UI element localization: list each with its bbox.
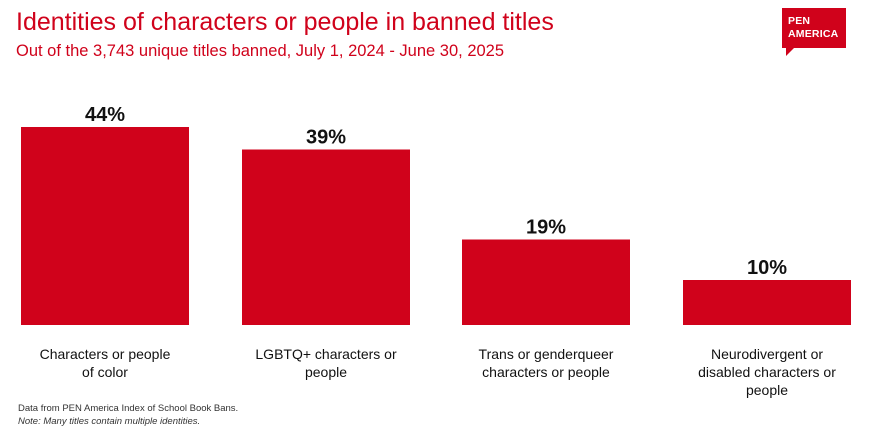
page-title: Identities of characters or people in ba… — [16, 8, 554, 36]
source-note: Data from PEN America Index of School Bo… — [18, 403, 239, 414]
category-label-line: of color — [82, 364, 128, 380]
bar-4 — [683, 280, 851, 325]
footnote: Data from PEN America Index of School Bo… — [18, 402, 238, 428]
category-label-2: LGBTQ+ characters or people — [255, 346, 397, 380]
value-label-4: 10% — [747, 257, 787, 279]
category-label-line: Trans or genderqueer — [479, 346, 614, 362]
bar-3 — [462, 239, 630, 325]
category-label-line: characters or people — [482, 364, 610, 380]
category-label-4: Neurodivergent or disabled characters or p… — [698, 346, 836, 398]
bar-2 — [242, 149, 410, 325]
logo-speech-tail — [786, 48, 794, 56]
value-label-3: 19% — [526, 217, 566, 239]
multiple-identities-note: Note: Many titles contain multiple ident… — [18, 416, 201, 427]
category-label-line: Characters or people — [40, 346, 171, 362]
category-label-line: Neurodivergent or — [711, 346, 823, 362]
category-label-line: disabled characters or — [698, 364, 836, 380]
logo-line-1: PEN — [788, 15, 811, 27]
category-label-3: Trans or genderqueer characters or people — [479, 346, 614, 380]
logo-box — [782, 8, 846, 48]
category-label-line: LGBTQ+ characters or — [255, 346, 397, 362]
category-label-1: Characters or people of color — [40, 346, 171, 380]
pen-america-logo: PEN AMERICA — [782, 8, 846, 56]
bar-1 — [21, 127, 189, 325]
logo-line-2: AMERICA — [788, 28, 839, 40]
page-subtitle: Out of the 3,743 unique titles banned, J… — [16, 42, 505, 60]
category-label-line: people — [305, 364, 347, 380]
category-label-line: people — [746, 382, 788, 398]
value-label-1: 44% — [85, 104, 125, 126]
value-label-2: 39% — [306, 127, 346, 149]
